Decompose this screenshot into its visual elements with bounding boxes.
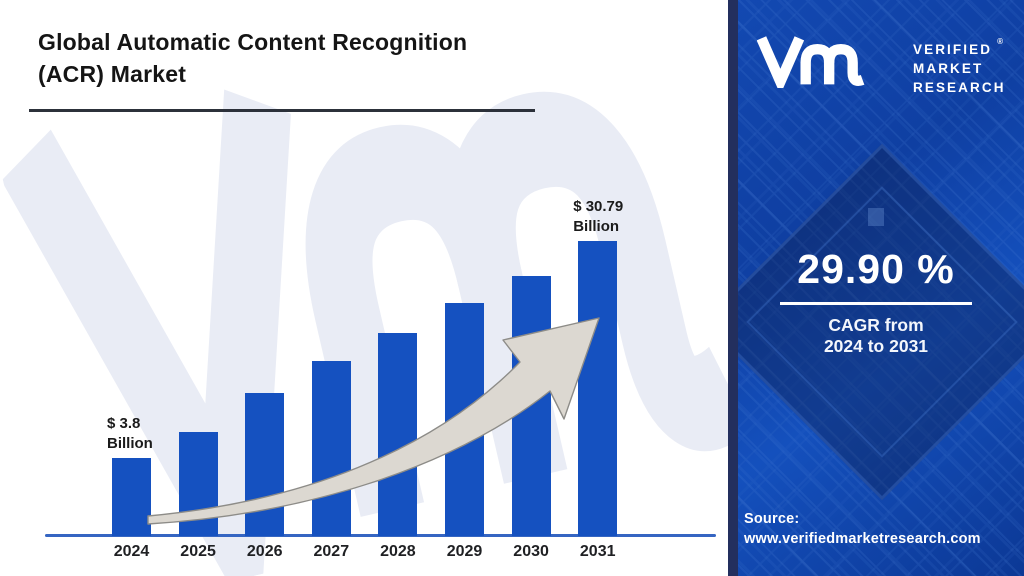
- page-title-line2: (ACR) Market: [38, 61, 187, 87]
- value-label-2031: $ 30.79 Billion: [573, 198, 624, 235]
- page-title-line1: Global Automatic Content Recognition: [38, 29, 468, 55]
- cagr-caption-line1: CAGR from: [828, 314, 924, 335]
- year-label-2029: 2029: [446, 543, 483, 560]
- bar-2030: [511, 276, 551, 536]
- year-label-2025: 2025: [180, 543, 216, 560]
- brand-panel: VERIFIED® MARKET RESEARCH 29.90 % CAGR f…: [728, 0, 1024, 576]
- source-url[interactable]: www.verifiedmarketresearch.com: [744, 531, 981, 547]
- bar-2029: [445, 303, 484, 536]
- brand-wordmark: VERIFIED® MARKET RESEARCH: [913, 32, 1006, 97]
- bar-2028: [378, 333, 418, 536]
- page-title: Global Automatic Content Recognition (AC…: [38, 26, 598, 90]
- panel-edge-strip: [728, 0, 738, 576]
- brand-line2: MARKET: [913, 61, 984, 76]
- chart-section: Global Automatic Content Recognition (AC…: [0, 0, 733, 576]
- registered-mark: ®: [997, 37, 1003, 46]
- value-label-2024: $ 3.8 Billion: [107, 415, 153, 452]
- bar-2024: [112, 458, 151, 536]
- year-label-2026: 2026: [246, 543, 283, 560]
- circuit-pattern-2: [728, 0, 1024, 576]
- year-label-2031: 2031: [579, 543, 616, 560]
- chip-dot: [868, 208, 884, 226]
- vmr-logo-icon: [755, 32, 869, 88]
- bar-2026: [245, 393, 285, 536]
- cagr-stat: 29.90 % CAGR from 2024 to 2031: [738, 246, 1014, 358]
- year-label-2024: 2024: [113, 543, 150, 560]
- brand-line1: VERIFIED®: [913, 37, 1003, 57]
- cagr-value: 29.90 %: [797, 246, 955, 292]
- circuit-pattern: [728, 0, 1024, 576]
- year-label-2027: 2027: [313, 543, 350, 560]
- bar-2027: [311, 361, 351, 536]
- cagr-caption-line2: 2024 to 2031: [823, 336, 929, 356]
- source-block: Source: www.verifiedmarketresearch.com: [744, 509, 981, 549]
- stat-underline: [780, 302, 972, 305]
- brand-line3: RESEARCH: [913, 80, 1006, 95]
- source-label: Source:: [744, 511, 800, 527]
- year-label-2028: 2028: [380, 543, 416, 560]
- bar-2025: [178, 432, 218, 536]
- title-underline: [29, 109, 535, 112]
- year-label-2030: 2030: [513, 543, 549, 560]
- bar-2031: [578, 241, 618, 536]
